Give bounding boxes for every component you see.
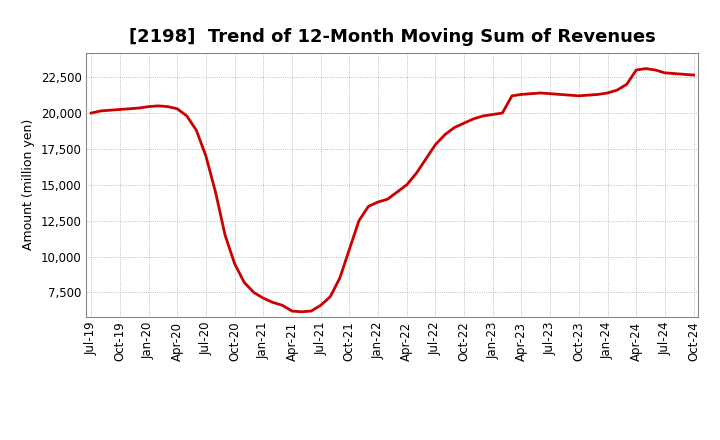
Y-axis label: Amount (million yen): Amount (million yen) xyxy=(22,119,35,250)
Title: [2198]  Trend of 12-Month Moving Sum of Revenues: [2198] Trend of 12-Month Moving Sum of R… xyxy=(129,28,656,46)
